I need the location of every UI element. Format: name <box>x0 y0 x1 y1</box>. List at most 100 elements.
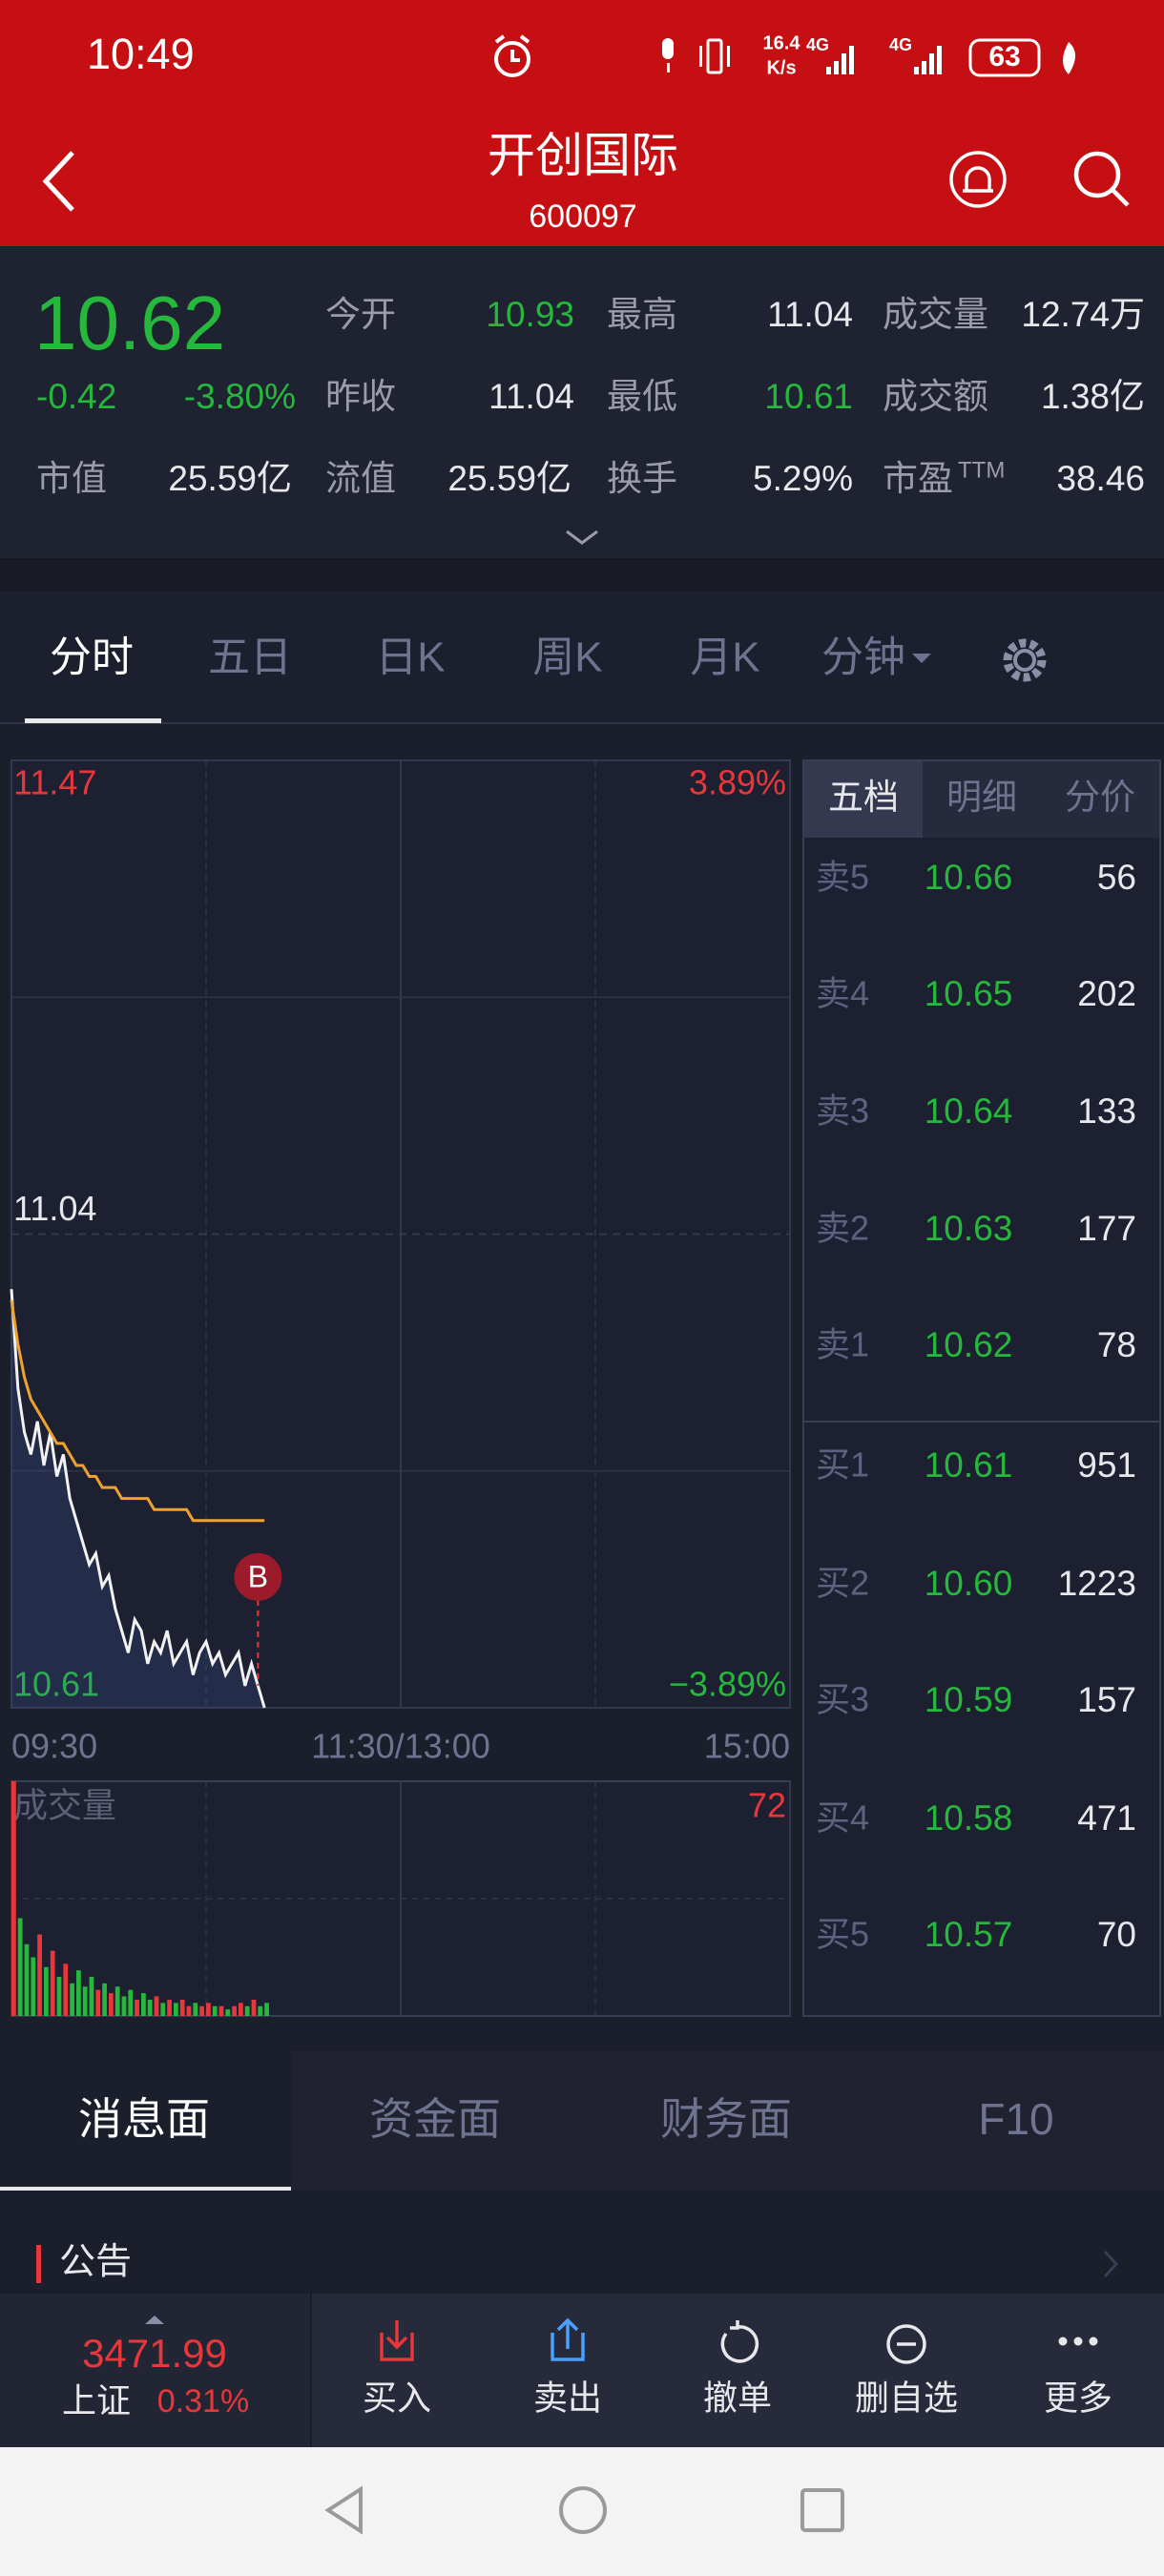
trade-marker-label: B <box>248 1559 268 1593</box>
period-tab[interactable]: 五日 <box>208 634 292 681</box>
y2-tick-label: −3.89% <box>669 1665 786 1704</box>
volume-bar <box>186 2005 192 2016</box>
toolbar-button[interactable]: 买入 <box>363 2379 431 2418</box>
back-button[interactable] <box>42 151 74 212</box>
more-icon <box>1058 2337 1098 2346</box>
net-speed: 16.4 <box>763 32 801 53</box>
book-level: 买4 <box>816 1798 869 1838</box>
volume-bar <box>212 2005 218 2016</box>
status-icons <box>662 38 1075 74</box>
nav-home[interactable] <box>559 2486 607 2534</box>
toolbar-button[interactable]: 删自选 <box>855 2379 958 2418</box>
book-volume: 78 <box>1097 1325 1136 1364</box>
volume-bar <box>11 1781 16 2016</box>
index-change[interactable]: 0.31% <box>157 2383 249 2420</box>
book-price: 10.59 <box>925 1680 1013 1719</box>
book-price: 10.66 <box>925 858 1013 897</box>
volume-tick-label: 72 <box>748 1786 786 1825</box>
book-volume: 133 <box>1077 1091 1136 1131</box>
battery <box>968 38 1041 77</box>
book-level: 卖3 <box>816 1091 869 1131</box>
volume-bar <box>95 1989 101 2016</box>
book-volume: 202 <box>1077 974 1136 1013</box>
book-price: 10.64 <box>925 1091 1013 1131</box>
tabs-bg <box>0 592 1164 722</box>
news-tab[interactable]: 财务面 <box>660 2094 792 2144</box>
field-label: 流值 <box>325 459 396 498</box>
order-book-tab[interactable]: 分价 <box>1065 778 1135 817</box>
field-label: 成交量 <box>883 295 988 334</box>
volume-bar <box>89 1977 94 2016</box>
volume-bar <box>218 2005 224 2016</box>
news-tab[interactable]: 资金面 <box>369 2094 501 2144</box>
volume-bar <box>31 1957 36 2016</box>
index-value[interactable]: 3471.99 <box>82 2331 227 2376</box>
chart-layer: 10.61 11.04 11.47 −3.89% 3.89% 09:30 11:30/13:… <box>10 759 791 2016</box>
volume-bar <box>147 1999 153 2016</box>
settings-button[interactable] <box>1003 638 1047 682</box>
news-tab[interactable]: F10 <box>978 2094 1053 2144</box>
book-volume: 56 <box>1097 858 1136 897</box>
period-tab[interactable]: 日K <box>375 634 445 681</box>
price-line <box>10 1289 266 1709</box>
section-title[interactable]: 公告 <box>59 2242 132 2282</box>
period-tab[interactable]: 分时 <box>50 634 134 681</box>
search-button[interactable] <box>1073 151 1130 207</box>
field-value: 11.04 <box>488 377 574 416</box>
order-book-tab[interactable]: 五档 <box>828 778 899 817</box>
price-change-pct: -3.80% <box>184 377 296 416</box>
book-price: 10.61 <box>925 1445 1013 1485</box>
dropdown-icon <box>912 654 931 663</box>
volume-bar <box>109 1993 114 2016</box>
field-label: 昨收 <box>325 377 396 416</box>
toolbar-button[interactable]: 卖出 <box>533 2379 602 2418</box>
order-book-tab[interactable]: 明细 <box>946 778 1017 817</box>
volume-bar <box>232 2005 237 2016</box>
toolbar-button[interactable]: 撤单 <box>703 2379 772 2418</box>
volume-bar <box>251 1999 257 2016</box>
news-tab-selected-bg <box>0 2051 291 2191</box>
book-level: 买1 <box>816 1445 869 1485</box>
nav-back[interactable] <box>324 2485 363 2535</box>
order-book-rows: 卖5 10.66 56 卖4 10.65 202 卖3 10.64 133 卖2 10.63 177 卖… <box>816 858 1136 1954</box>
book-volume: 70 <box>1097 1915 1136 1954</box>
expand-button[interactable] <box>566 530 598 545</box>
volume-bar <box>76 1970 81 2016</box>
alert-button[interactable] <box>949 151 1007 208</box>
toolbar-button[interactable]: 更多 <box>1044 2379 1112 2418</box>
quote-bg <box>0 246 1164 558</box>
field-label: 换手 <box>607 459 677 498</box>
section-chevron <box>1103 2250 1119 2278</box>
volume-bar <box>258 2005 263 2016</box>
news-tab[interactable]: 消息面 <box>78 2094 210 2144</box>
y-tick-label: 10.61 <box>13 1665 99 1704</box>
current-price: 10.62 <box>34 280 225 365</box>
book-price: 10.65 <box>925 974 1013 1013</box>
alarm-icon <box>494 34 530 77</box>
volume-bar <box>174 2003 178 2016</box>
battery-level: 63 <box>988 41 1020 73</box>
period-tab[interactable]: 分钟 <box>821 634 905 681</box>
x-tick-label: 11:30/13:00 <box>311 1727 490 1766</box>
volume-bar <box>50 1950 55 2016</box>
y-tick-label: 11.47 <box>13 763 96 802</box>
field-value: 11.04 <box>767 295 853 334</box>
volume-bar <box>244 2005 250 2016</box>
book-price: 10.60 <box>925 1564 1013 1603</box>
section-marker <box>36 2245 41 2283</box>
book-level: 卖5 <box>816 858 869 897</box>
volume-title: 成交量 <box>13 1786 116 1825</box>
nav-recents[interactable] <box>800 2488 844 2532</box>
status-time: 10:49 <box>87 30 195 78</box>
field-value: 1.38亿 <box>1041 377 1145 416</box>
book-volume: 471 <box>1077 1798 1136 1838</box>
period-tab[interactable]: 月K <box>690 634 759 681</box>
spacer <box>0 558 1164 592</box>
volume-bar <box>264 2003 269 2016</box>
period-tab[interactable]: 周K <box>532 634 602 681</box>
index-name[interactable]: 上证 <box>62 2381 131 2420</box>
volume-bar <box>70 1983 74 2016</box>
volume-bar <box>154 1996 159 2016</box>
field-value: 5.29% <box>753 459 853 498</box>
